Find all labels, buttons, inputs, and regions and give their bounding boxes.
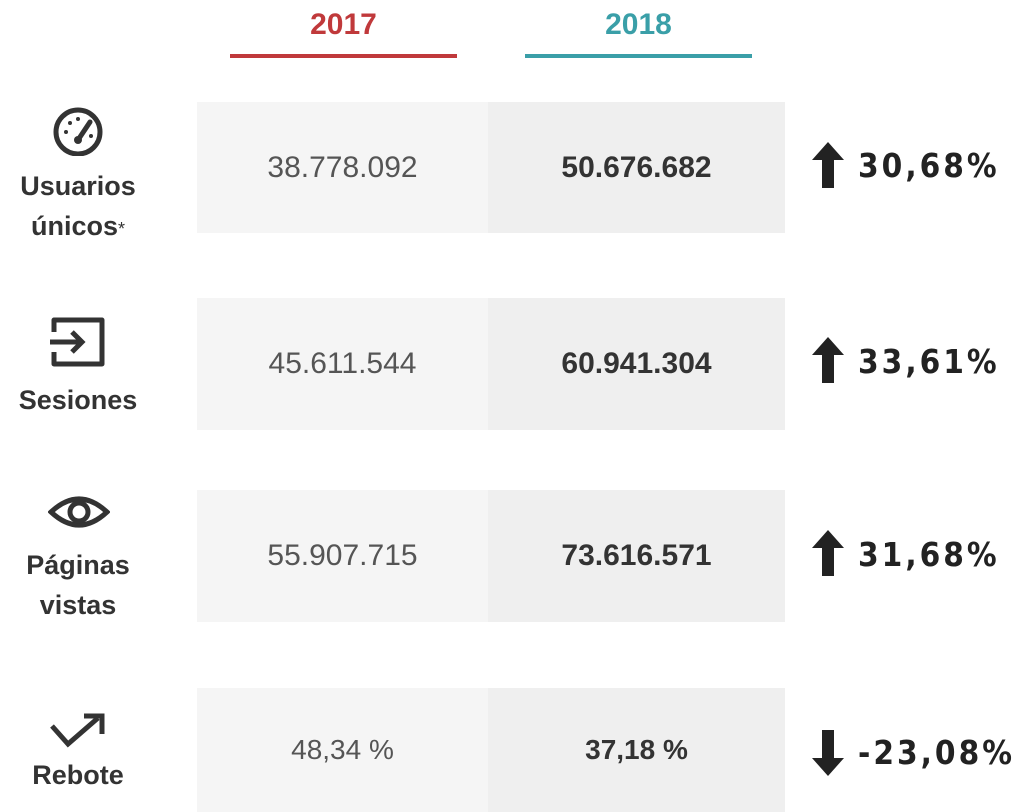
bounce-icon [50,713,105,748]
value-2017: 38.778.092 [197,102,488,233]
change: -23,08% [858,733,1015,772]
label-line: Sesiones [18,385,138,415]
label-line: Usuarios [20,171,136,201]
up-arrow [812,530,844,576]
row-box: 48,34 % 37,18 % [197,688,785,812]
row-box: 55.907.715 73.616.571 [197,490,785,622]
row-label: Rebote [0,755,156,795]
year-2017: 2017 [310,8,377,41]
value-2018: 73.616.571 [488,490,785,622]
note: * [118,219,126,239]
underline-2017 [230,54,457,58]
value-2018: 37,18 % [488,688,785,812]
value-2017: 55.907.715 [197,490,488,622]
row-label: Páginas vistas [0,545,156,625]
up-arrow [812,142,844,188]
row-label: Sesiones [0,380,156,420]
label-text: únicos [30,211,118,241]
row-label: Usuarios únicos* [0,166,156,249]
value-2018: 50.676.682 [488,102,785,233]
year-2018: 2018 [605,8,672,41]
change: 33,61% [858,342,1000,381]
value-2017: 45.611.544 [197,298,488,430]
label-line: Páginas [26,550,130,580]
label-line: Rebote [32,760,124,790]
speedometer-icon [53,107,103,156]
row-box: 45.611.544 60.941.304 [197,298,785,430]
change: 31,68% [858,535,1000,574]
value-2017: 48,34 % [197,688,488,812]
row-box: 38.778.092 50.676.682 [197,102,785,233]
underline-2018 [525,54,752,58]
down-arrow [812,730,844,776]
eye-icon [48,496,110,528]
value-2018: 60.941.304 [488,298,785,430]
label-line: vistas [39,590,117,620]
login-icon [50,317,105,367]
up-arrow [812,337,844,383]
change: 30,68% [858,146,1000,185]
label-line: únicos* [0,206,156,249]
